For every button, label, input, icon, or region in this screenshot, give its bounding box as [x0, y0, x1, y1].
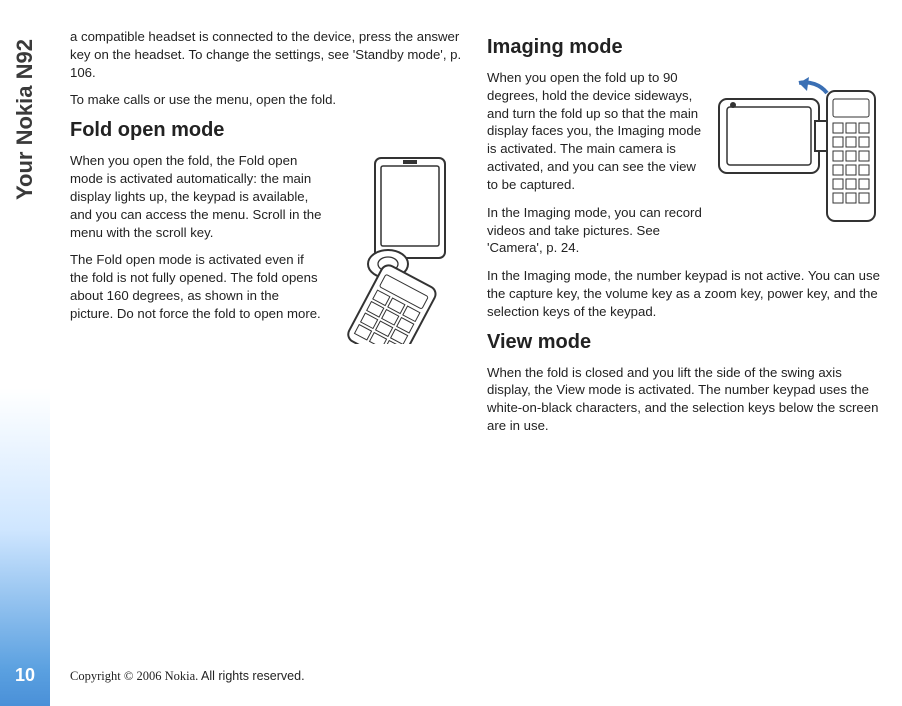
imaging-mode-phone-illustration: [715, 71, 880, 246]
copyright-text-serif: Copyright © 2006 Nokia.: [70, 669, 198, 683]
imaging-paragraph-3: In the Imaging mode, the number keypad i…: [487, 267, 880, 320]
section-vertical-label: Your Nokia N92: [12, 39, 38, 200]
content-area: a compatible headset is connected to the…: [70, 28, 880, 445]
intro-paragraph-1: a compatible headset is connected to the…: [70, 28, 463, 81]
left-column: a compatible headset is connected to the…: [70, 28, 463, 445]
heading-fold-open-mode: Fold open mode: [70, 119, 463, 142]
fold-open-phone-illustration: [333, 154, 463, 349]
copyright-text-sans: All rights reserved.: [198, 669, 304, 683]
phone-imaging-icon: [715, 71, 880, 241]
page-root: Your Nokia N92 10 a compatible headset i…: [0, 0, 902, 706]
view-paragraph-1: When the fold is closed and you lift the…: [487, 364, 880, 435]
heading-imaging-mode: Imaging mode: [487, 36, 880, 59]
heading-view-mode: View mode: [487, 331, 880, 354]
right-column: Imaging mode: [487, 28, 880, 445]
footer-copyright: Copyright © 2006 Nokia. All rights reser…: [70, 669, 305, 684]
page-number: 10: [0, 665, 50, 686]
phone-open-icon: [333, 154, 463, 344]
intro-paragraph-2: To make calls or use the menu, open the …: [70, 91, 463, 109]
